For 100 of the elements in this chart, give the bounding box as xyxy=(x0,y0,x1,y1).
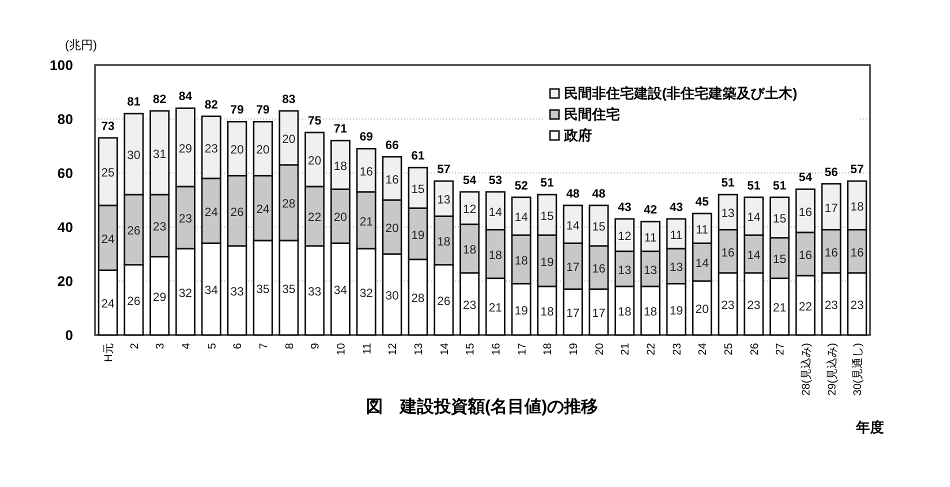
x-tick-label: 27 xyxy=(774,343,787,356)
total-label: 54 xyxy=(798,170,812,184)
total-label: 81 xyxy=(127,94,141,109)
x-tick-label: 16 xyxy=(490,343,502,356)
data-label: 18 xyxy=(437,234,451,248)
data-label: 22 xyxy=(308,210,322,224)
data-label: 14 xyxy=(695,256,710,270)
data-label: 17 xyxy=(824,200,838,215)
total-label: 57 xyxy=(437,162,451,176)
data-label: 16 xyxy=(850,245,864,260)
data-label: 13 xyxy=(437,192,451,207)
data-label: 18 xyxy=(488,248,502,262)
data-label: 12 xyxy=(462,202,477,216)
data-label: 22 xyxy=(798,299,812,314)
data-label: 29 xyxy=(152,290,167,304)
data-label: 13 xyxy=(644,262,658,277)
data-label: 19 xyxy=(514,303,528,318)
data-label: 20 xyxy=(256,142,270,157)
total-label: 53 xyxy=(488,172,502,187)
data-label: 23 xyxy=(462,298,477,312)
data-label: 24 xyxy=(256,202,270,216)
data-label: 23 xyxy=(178,212,192,226)
x-tick-label: 21 xyxy=(620,343,632,356)
x-tick-label: 20 xyxy=(594,343,606,356)
data-label: 20 xyxy=(230,142,244,157)
data-label: 14 xyxy=(514,210,528,224)
total-label: 51 xyxy=(540,176,554,190)
x-tick-label: 4 xyxy=(180,343,192,350)
data-label: 16 xyxy=(360,164,374,178)
data-label: 33 xyxy=(230,284,244,298)
data-label: 32 xyxy=(178,286,192,300)
data-label: 31 xyxy=(152,146,167,161)
x-tick-label: 19 xyxy=(568,343,580,356)
data-label: 29 xyxy=(178,141,192,156)
x-tick-label: 18 xyxy=(542,343,554,356)
data-label: 18 xyxy=(462,242,477,257)
total-label: 61 xyxy=(411,148,425,163)
data-label: 16 xyxy=(798,248,812,262)
data-label: 17 xyxy=(592,306,606,320)
data-label: 28 xyxy=(282,196,296,211)
legend-label: 民間非住宅建設(非住宅建築及び土木) xyxy=(564,85,798,101)
data-label: 26 xyxy=(230,204,244,219)
total-label: 48 xyxy=(566,186,580,200)
data-label: 12 xyxy=(618,229,632,244)
data-label: 20 xyxy=(308,154,322,168)
data-label: 14 xyxy=(747,248,761,262)
x-tick-label: 17 xyxy=(516,343,528,356)
data-label: 20 xyxy=(695,302,710,316)
data-label: 11 xyxy=(670,228,683,242)
data-label: 18 xyxy=(618,304,632,319)
data-label: 11 xyxy=(644,230,657,244)
y-tick-label: 60 xyxy=(57,165,74,181)
data-label: 21 xyxy=(488,300,502,315)
x-tick-label: 30(見通し) xyxy=(851,343,864,396)
x-tick-label: H元 xyxy=(102,343,115,362)
x-tick-label: 6 xyxy=(232,343,244,350)
total-label: 75 xyxy=(308,114,322,128)
legend-label: 政府 xyxy=(563,127,592,143)
data-label: 30 xyxy=(127,148,141,162)
total-label: 51 xyxy=(772,178,787,192)
data-label: 16 xyxy=(824,245,838,260)
total-label: 66 xyxy=(385,138,400,152)
data-label: 15 xyxy=(772,252,787,266)
data-label: 13 xyxy=(618,262,632,277)
x-tick-label: 7 xyxy=(258,343,270,350)
data-label: 15 xyxy=(772,212,787,226)
x-tick-label: 15 xyxy=(464,343,477,356)
x-tick-label: 24 xyxy=(697,343,710,356)
x-tick-label: 10 xyxy=(335,343,348,356)
data-label: 24 xyxy=(101,296,115,311)
x-tick-label: 14 xyxy=(438,343,451,356)
data-label: 23 xyxy=(850,298,864,312)
x-tick-label: 9 xyxy=(310,343,322,350)
data-label: 35 xyxy=(256,282,270,296)
data-label: 24 xyxy=(204,204,218,219)
total-label: 79 xyxy=(256,102,270,117)
data-label: 16 xyxy=(592,262,606,276)
total-label: 84 xyxy=(178,89,192,104)
data-label: 33 xyxy=(308,284,322,298)
data-label: 13 xyxy=(670,260,684,274)
data-label: 34 xyxy=(334,283,348,298)
data-label: 26 xyxy=(127,224,141,238)
x-tick-label: 3 xyxy=(154,343,167,350)
total-label: 43 xyxy=(670,200,684,214)
total-label: 51 xyxy=(747,178,761,192)
y-tick-label: 80 xyxy=(57,111,74,127)
data-label: 14 xyxy=(747,210,761,224)
data-label: 16 xyxy=(385,172,400,186)
x-tick-label: 28(見込み) xyxy=(799,343,812,396)
data-label: 26 xyxy=(437,294,451,308)
total-label: 71 xyxy=(334,122,348,136)
total-label: 48 xyxy=(592,186,606,200)
data-label: 19 xyxy=(540,254,554,269)
x-axis-title: 年度 xyxy=(855,419,884,435)
total-label: 54 xyxy=(462,172,477,187)
data-label: 16 xyxy=(798,204,812,219)
data-label: 18 xyxy=(334,158,348,173)
total-label: 82 xyxy=(204,97,218,112)
data-label: 23 xyxy=(204,141,218,156)
x-tick-label: 23 xyxy=(671,343,684,356)
